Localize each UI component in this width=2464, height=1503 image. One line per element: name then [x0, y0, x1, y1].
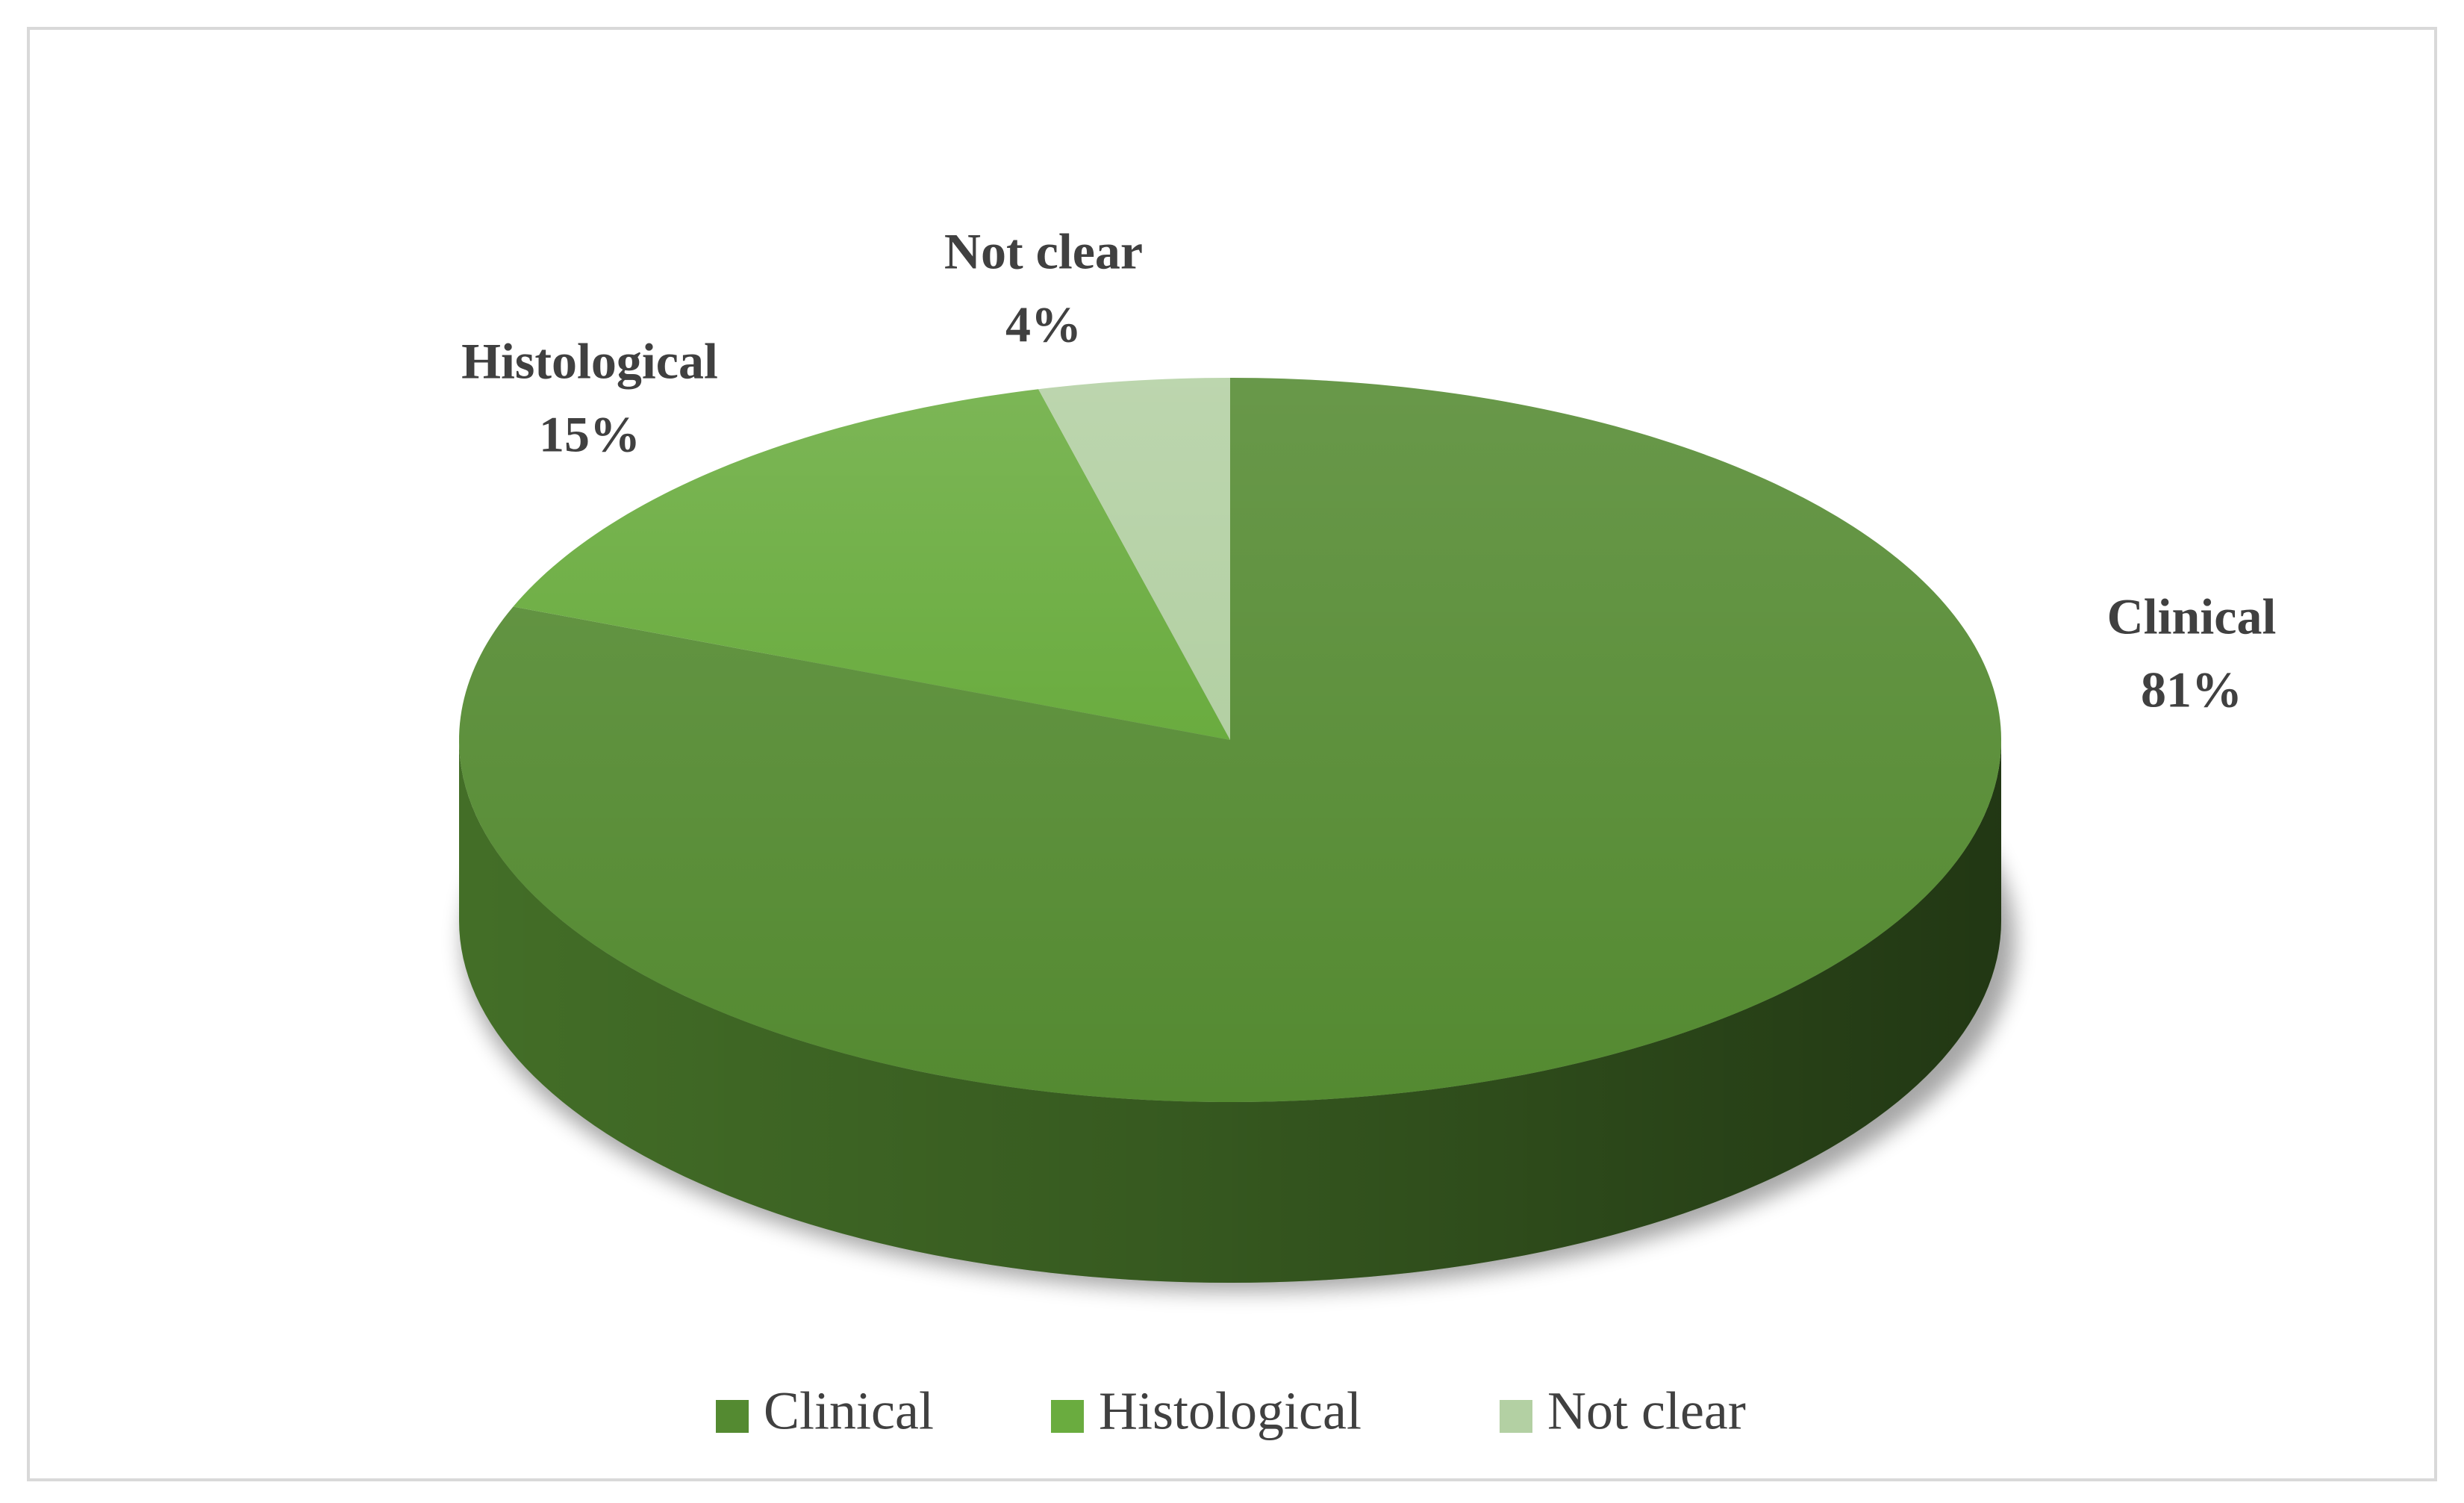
data-label-value: 81%: [2141, 662, 2242, 718]
legend-label: Histological: [1099, 1381, 1362, 1441]
data-label-category: Clinical: [2107, 588, 2277, 645]
pie-slice-shade: [459, 378, 2001, 1102]
legend-label: Clinical: [764, 1381, 934, 1441]
legend: Clinical Histological Not clear: [716, 1381, 1746, 1441]
data-label-value: 15%: [539, 406, 640, 463]
legend-swatch: [716, 1400, 749, 1433]
data-label-category: Not clear: [944, 223, 1143, 280]
legend-swatch: [1051, 1400, 1084, 1433]
data-label-value: 4%: [1005, 296, 1082, 353]
pie-side-shade: [459, 740, 2001, 1283]
legend-label: Not clear: [1547, 1381, 1746, 1441]
labels: Clinical 81% Histological 15% Not clear 4%: [461, 223, 2276, 718]
legend-swatch: [1500, 1400, 1532, 1433]
pie-slice-shade: [1038, 378, 1230, 740]
data-label-category: Histological: [461, 333, 718, 390]
pie: [459, 378, 2001, 1283]
pie-slice-shade: [513, 389, 1230, 740]
